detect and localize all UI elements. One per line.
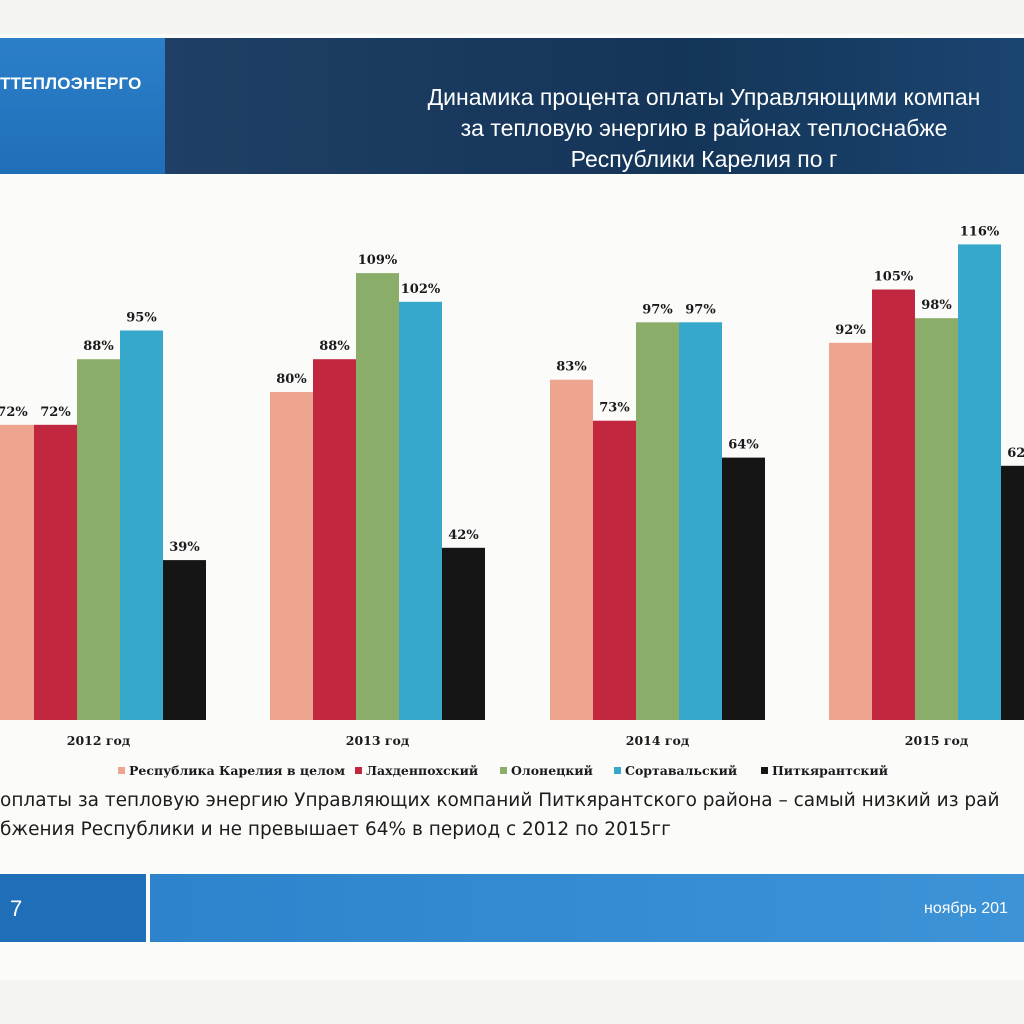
bar-value-label: 88% xyxy=(319,339,350,354)
slide-title: Динамика процента оплаты Управляющими ко… xyxy=(427,84,981,172)
bar-value-label: 42% xyxy=(448,528,479,543)
bar-value-label: 92% xyxy=(835,323,866,338)
organization-name: ТТЕПЛОЭНЕРГО xyxy=(0,74,142,93)
bar-karelia-3 xyxy=(829,342,872,720)
footer-bar xyxy=(150,874,1024,942)
bar-value-label: 95% xyxy=(126,311,157,326)
conclusion-text: оплаты за тепловую энергию Управляющих к… xyxy=(0,790,1000,840)
bar-pitkyaranta-3 xyxy=(1001,465,1024,720)
bar-sortavala-3 xyxy=(958,244,1001,720)
bar-value-label: 102% xyxy=(401,282,441,297)
bar-karelia-2 xyxy=(550,379,593,720)
bar-olonets-0 xyxy=(77,359,120,720)
bar-value-label: 72% xyxy=(0,405,28,420)
x-tick-label: 2013 год xyxy=(346,733,409,748)
bar-value-label: 88% xyxy=(83,339,114,354)
legend-swatch-sortavala xyxy=(614,767,621,774)
bar-sortavala-1 xyxy=(399,301,442,720)
bar-value-label: 98% xyxy=(921,298,952,313)
bar-olonets-1 xyxy=(356,273,399,720)
bar-lakhdenpokhya-0 xyxy=(34,424,77,720)
legend-swatch-pitkyaranta xyxy=(761,767,768,774)
footer-page-panel xyxy=(0,874,146,942)
bar-pitkyaranta-1 xyxy=(442,547,485,720)
legend-label-sortavala: Сортавальский xyxy=(625,763,737,778)
bar-olonets-3 xyxy=(915,318,958,720)
page-number: 7 xyxy=(10,896,23,921)
bars-group xyxy=(0,244,1024,720)
footer-date: ноябрь 201 xyxy=(924,900,1008,917)
bar-sortavala-2 xyxy=(679,322,722,720)
legend-label-olonets: Олонецкий xyxy=(511,763,593,778)
x-axis-labels: 2012 год 2013 год 2014 год 2015 год xyxy=(67,733,968,748)
bar-karelia-1 xyxy=(270,392,313,720)
bar-labels-group: 72% 72% 88% 95% 39% 80% 88% 109%102% 42% 83% 73% 97… xyxy=(0,224,1024,555)
bar-lakhdenpokhya-1 xyxy=(313,359,356,720)
bar-value-label: 64% xyxy=(728,438,759,453)
bar-value-label: 97% xyxy=(642,302,673,317)
bar-value-label: 73% xyxy=(599,401,630,416)
legend-label-karelia: Республика Карелия в целом xyxy=(129,763,345,778)
legend-label-lakhdenpokhya: Лахденпохский xyxy=(366,763,478,778)
legend-label-pitkyaranta: Питкярантский xyxy=(772,763,888,778)
x-tick-label: 2012 год xyxy=(67,733,130,748)
bar-value-label: 83% xyxy=(556,360,587,375)
bar-value-label: 116% xyxy=(960,224,1000,239)
bar-value-label: 39% xyxy=(169,540,200,555)
x-tick-label: 2015 год xyxy=(905,733,968,748)
bar-value-label: 105% xyxy=(874,270,914,285)
header-title-panel: Динамика процента оплаты Управляющими ко… xyxy=(165,38,1024,174)
bar-lakhdenpokhya-2 xyxy=(593,420,636,720)
bar-value-label: 97% xyxy=(685,302,716,317)
bar-value-label: 62% xyxy=(1007,446,1024,461)
bar-lakhdenpokhya-3 xyxy=(872,289,915,720)
bar-sortavala-0 xyxy=(120,330,163,720)
bar-pitkyaranta-0 xyxy=(163,560,206,720)
chart-legend: Республика Карелия в целом Лахденпохский О… xyxy=(118,763,888,778)
bar-karelia-0 xyxy=(0,424,34,720)
bar-olonets-2 xyxy=(636,322,679,720)
bar-value-label: 72% xyxy=(40,405,71,420)
legend-swatch-olonets xyxy=(500,767,507,774)
legend-swatch-karelia xyxy=(118,767,125,774)
header-logo-panel xyxy=(0,38,165,174)
bar-pitkyaranta-2 xyxy=(722,457,765,720)
bar-value-label: 80% xyxy=(276,372,307,387)
x-tick-label: 2014 год xyxy=(626,733,689,748)
legend-swatch-lakhdenpokhya xyxy=(355,767,362,774)
bar-value-label: 109% xyxy=(358,253,398,268)
